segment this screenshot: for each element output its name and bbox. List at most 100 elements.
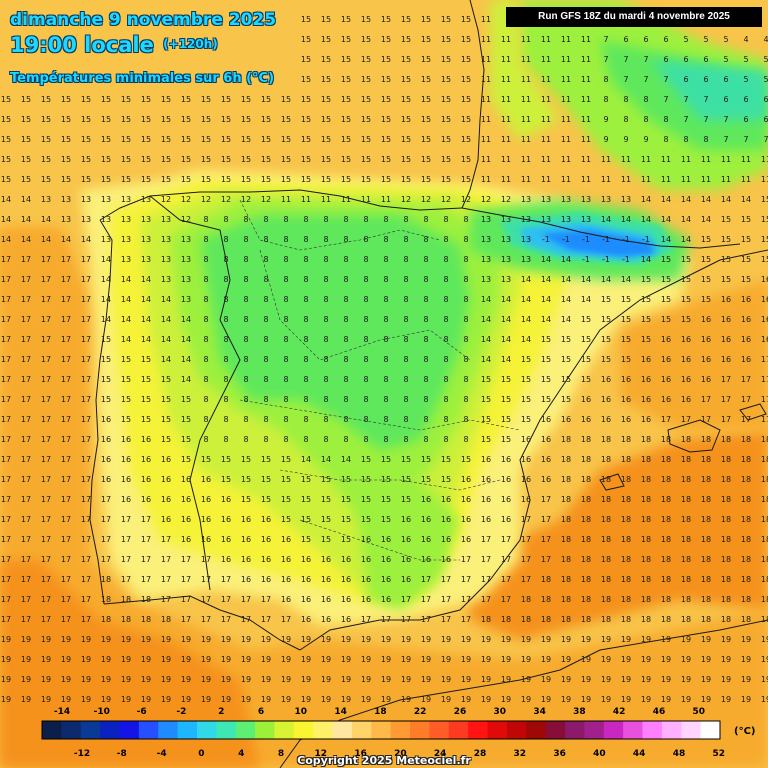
grid-value: 18 — [741, 475, 751, 484]
grid-value: 8 — [703, 135, 708, 144]
grid-value: 17 — [41, 515, 51, 524]
grid-value: 15 — [441, 35, 451, 44]
grid-value: -1 — [602, 235, 610, 244]
grid-value: 19 — [481, 655, 491, 664]
grid-value: 8 — [463, 395, 468, 404]
grid-value: 8 — [263, 275, 268, 284]
grid-value: 8 — [303, 255, 308, 264]
grid-value: 13 — [521, 255, 531, 264]
grid-value: 8 — [303, 275, 308, 284]
grid-value: 17 — [81, 395, 91, 404]
grid-value: 15 — [61, 115, 71, 124]
grid-value: 18 — [721, 435, 731, 444]
grid-value: 8 — [283, 355, 288, 364]
grid-value: 13 — [481, 235, 491, 244]
grid-value: 8 — [403, 335, 408, 344]
grid-value: 18 — [621, 615, 631, 624]
grid-value: 15 — [421, 135, 431, 144]
grid-value: 19 — [161, 695, 171, 704]
grid-value: 19 — [541, 655, 551, 664]
grid-value: 15 — [441, 475, 451, 484]
grid-value: 15 — [281, 455, 291, 464]
grid-value: 15 — [421, 115, 431, 124]
grid-value: 15 — [581, 315, 591, 324]
grid-value: 11 — [501, 115, 511, 124]
grid-value: 17 — [161, 555, 171, 564]
grid-value: 18 — [761, 515, 768, 524]
grid-value: 15 — [301, 75, 311, 84]
grid-value: 18 — [661, 615, 671, 624]
grid-value: 11 — [761, 155, 768, 164]
grid-value: 16 — [261, 555, 271, 564]
grid-value: 15 — [401, 15, 411, 24]
grid-value: 18 — [641, 455, 651, 464]
grid-value: 15 — [161, 435, 171, 444]
grid-value: 17 — [421, 615, 431, 624]
grid-value: 8 — [423, 355, 428, 364]
grid-value: 16 — [641, 375, 651, 384]
grid-value: 18 — [761, 455, 768, 464]
grid-value: 16 — [201, 515, 211, 524]
grid-value: 15 — [321, 475, 331, 484]
grid-value: 19 — [241, 655, 251, 664]
grid-value: 16 — [201, 495, 211, 504]
grid-value: 15 — [741, 275, 751, 284]
grid-value: 15 — [361, 35, 371, 44]
grid-value: 13 — [581, 195, 591, 204]
grid-value: 8 — [243, 235, 248, 244]
grid-value: 8 — [343, 255, 348, 264]
grid-value: 18 — [561, 575, 571, 584]
grid-value: 18 — [581, 455, 591, 464]
grid-value: 8 — [363, 375, 368, 384]
grid-value: 7 — [603, 55, 608, 64]
grid-value: 15 — [221, 175, 231, 184]
grid-value: 16 — [541, 455, 551, 464]
grid-value: 18 — [561, 515, 571, 524]
grid-value: 6 — [723, 95, 728, 104]
grid-value: 8 — [203, 415, 208, 424]
grid-value: 14 — [121, 315, 131, 324]
grid-value: 6 — [703, 55, 708, 64]
grid-value: 8 — [443, 395, 448, 404]
grid-value: 8 — [403, 355, 408, 364]
grid-value: 18 — [601, 535, 611, 544]
grid-value: 15 — [761, 255, 768, 264]
grid-value: 19 — [561, 695, 571, 704]
grid-value: 18 — [561, 535, 571, 544]
grid-value: -1 — [602, 255, 610, 264]
grid-value: 11 — [661, 155, 671, 164]
grid-value: 16 — [281, 595, 291, 604]
grid-value: 19 — [61, 695, 71, 704]
grid-value: 8 — [283, 275, 288, 284]
grid-value: 18 — [681, 535, 691, 544]
grid-value: 16 — [281, 555, 291, 564]
grid-value: 15 — [661, 255, 671, 264]
grid-value: 15 — [481, 375, 491, 384]
grid-value: 11 — [501, 175, 511, 184]
grid-value: 11 — [561, 155, 571, 164]
grid-value: 13 — [121, 255, 131, 264]
grid-value: 16 — [521, 495, 531, 504]
grid-value: 19 — [621, 635, 631, 644]
grid-value: 19 — [241, 635, 251, 644]
forecast-time: 19:00 locale (+120h) — [10, 33, 218, 57]
grid-value: 8 — [323, 295, 328, 304]
grid-value: 16 — [741, 335, 751, 344]
grid-value: 15 — [361, 75, 371, 84]
grid-value: 5 — [683, 35, 688, 44]
grid-value: 15 — [721, 275, 731, 284]
grid-value: 19 — [181, 695, 191, 704]
grid-value: 17 — [141, 575, 151, 584]
grid-value: 8 — [463, 335, 468, 344]
grid-value: 17 — [81, 375, 91, 384]
grid-value: 19 — [501, 655, 511, 664]
grid-value: 15 — [581, 335, 591, 344]
grid-value: 19 — [741, 695, 751, 704]
grid-value: 17 — [81, 335, 91, 344]
grid-value: 8 — [263, 215, 268, 224]
grid-value: 8 — [623, 95, 628, 104]
grid-value: 19 — [761, 695, 768, 704]
grid-value: 8 — [423, 375, 428, 384]
grid-value: 15 — [101, 355, 111, 364]
grid-value: 17 — [721, 395, 731, 404]
